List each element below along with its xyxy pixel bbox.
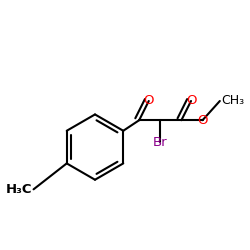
Text: CH₃: CH₃ (221, 94, 244, 108)
Text: Br: Br (153, 136, 168, 149)
Text: O: O (144, 94, 154, 108)
Text: O: O (186, 94, 196, 108)
Text: O: O (197, 114, 208, 127)
Text: H₃C: H₃C (6, 183, 32, 196)
